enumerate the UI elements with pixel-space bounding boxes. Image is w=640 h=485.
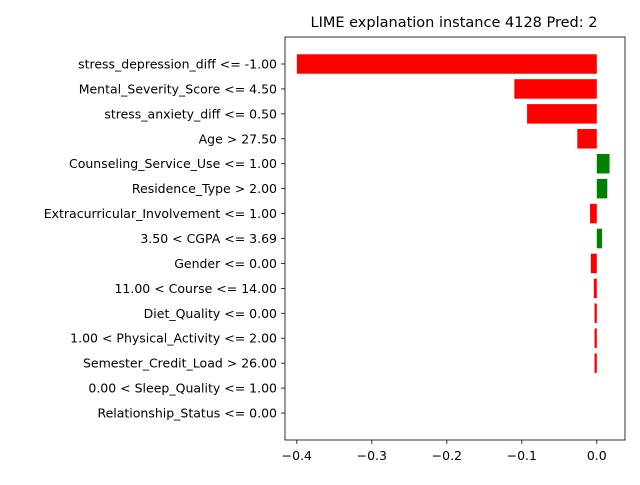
category-label: Relationship_Status <= 0.00 bbox=[97, 406, 277, 421]
bar bbox=[577, 129, 597, 149]
category-label: Mental_Severity_Score <= 4.50 bbox=[79, 81, 277, 96]
x-tick-label: −0.4 bbox=[282, 448, 312, 463]
category-label: Diet_Quality <= 0.00 bbox=[144, 306, 277, 321]
category-label: Extracurricular_Involvement <= 1.00 bbox=[44, 206, 277, 221]
category-label: 11.00 < Course <= 14.00 bbox=[114, 281, 277, 296]
category-label: Semester_Credit_Load > 26.00 bbox=[83, 356, 277, 371]
x-tick-label: −0.3 bbox=[357, 448, 387, 463]
bar bbox=[594, 353, 597, 373]
plot-frame bbox=[284, 36, 626, 441]
bar bbox=[590, 253, 597, 274]
bar bbox=[527, 104, 597, 124]
bar bbox=[590, 203, 597, 224]
category-label: Counseling_Service_Use <= 1.00 bbox=[69, 156, 277, 171]
chart-title: LIME explanation instance 4128 Pred: 2 bbox=[311, 15, 598, 31]
category-label: 0.00 < Sleep_Quality <= 1.00 bbox=[88, 381, 277, 396]
bar bbox=[594, 328, 597, 348]
bar bbox=[596, 178, 608, 199]
bars-layer bbox=[296, 54, 610, 373]
x-tick-label: −0.1 bbox=[507, 448, 537, 463]
x-tick-label: −0.2 bbox=[432, 448, 462, 463]
category-label: Age > 27.50 bbox=[199, 131, 277, 146]
bar bbox=[596, 153, 610, 174]
category-label: Residence_Type > 2.00 bbox=[132, 181, 277, 196]
bar bbox=[596, 228, 603, 249]
category-label: 3.50 < CGPA <= 3.69 bbox=[140, 231, 277, 246]
bar bbox=[593, 278, 597, 299]
category-label: Gender <= 0.00 bbox=[174, 256, 277, 271]
axes-layer: stress_depression_diff <= -1.00 Mental_Se… bbox=[44, 36, 626, 463]
category-label: 1.00 < Physical_Activity <= 2.00 bbox=[70, 331, 277, 346]
x-tick-label: 0.0 bbox=[587, 448, 607, 463]
bar bbox=[514, 79, 597, 99]
category-label: stress_depression_diff <= -1.00 bbox=[78, 57, 277, 72]
category-label: stress_anxiety_diff <= 0.50 bbox=[104, 106, 277, 121]
bar bbox=[296, 54, 597, 74]
bar bbox=[594, 303, 597, 324]
